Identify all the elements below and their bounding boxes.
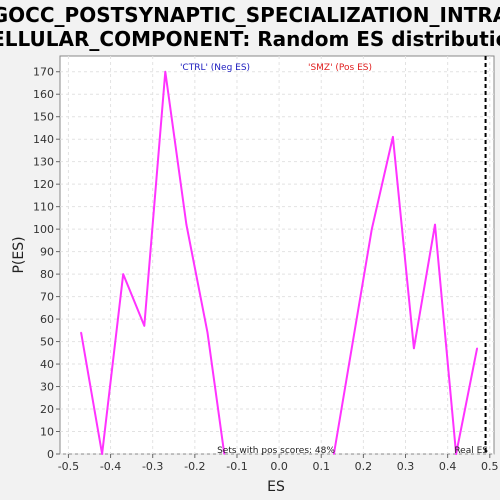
grid [60, 56, 494, 455]
data-point [101, 453, 103, 455]
es-distribution-line [80, 70, 226, 455]
x-tick-label: 0.4 [439, 460, 457, 473]
data-point [223, 453, 226, 455]
data-point [455, 453, 457, 455]
x-tick-label: -0.4 [100, 460, 121, 473]
neg-es-label: 'CTRL' (Neg ES) [180, 63, 250, 73]
pos-es-label: 'SMZ' (Pos ES) [308, 63, 372, 73]
data-point [392, 136, 394, 138]
y-tick-label: 110 [33, 201, 54, 214]
data-point [164, 70, 167, 73]
y-tick-label: 90 [40, 246, 54, 259]
y-tick-label: 150 [33, 111, 54, 124]
x-axis-ticks: -0.5 -0.4 -0.3 -0.2 -0.1 0.0 0.1 0.2 0.3 0.4 0.5 [58, 454, 499, 473]
data-point [476, 347, 478, 350]
y-tick-label: 50 [40, 336, 54, 349]
y-tick-label: 140 [33, 133, 54, 146]
real-es-label: Real ES [454, 446, 488, 456]
y-tick-label: 40 [40, 358, 54, 371]
y-tick-label: 120 [33, 178, 54, 191]
data-point [333, 453, 335, 455]
y-tick-label: 100 [33, 223, 54, 236]
pos-scores-label: Sets with pos scores: 48% [217, 446, 335, 456]
chart-title-line-1: GOCC_POSTSYNAPTIC_SPECIALIZATION_INTRA [0, 3, 500, 27]
y-tick-label: 130 [33, 156, 54, 169]
x-tick-label: -0.1 [226, 460, 247, 473]
data-point [122, 273, 125, 275]
chart-title-line-2: CELLULAR_COMPONENT: Random ES distributi… [0, 27, 500, 51]
y-axis-label: P(ES) [11, 236, 27, 273]
y-tick-label: 70 [40, 291, 54, 304]
x-tick-label: 0.2 [355, 460, 373, 473]
data-point [434, 223, 436, 226]
data-point [371, 228, 373, 230]
series-layer [80, 70, 479, 455]
y-tick-label: 0 [47, 448, 54, 461]
y-tick-label: 170 [33, 66, 54, 79]
y-tick-label: 60 [40, 313, 54, 326]
y-tick-label: 160 [33, 88, 54, 101]
x-tick-label: -0.5 [58, 460, 79, 473]
x-tick-label: 0.5 [481, 460, 499, 473]
y-tick-label: 10 [40, 426, 54, 439]
x-tick-label: -0.2 [184, 460, 205, 473]
data-point [185, 223, 188, 226]
x-tick-label: -0.3 [142, 460, 163, 473]
y-tick-label: 80 [40, 268, 54, 281]
data-point [80, 331, 82, 334]
plot-area [59, 55, 495, 455]
y-tick-label: 30 [40, 381, 54, 394]
data-point [143, 325, 146, 327]
data-point [206, 331, 209, 334]
y-tick-label: 20 [40, 403, 54, 416]
x-tick-label: 0.3 [397, 460, 415, 473]
x-axis-label: ES [267, 479, 285, 495]
data-point [413, 347, 415, 350]
x-tick-label: 0.1 [312, 460, 330, 473]
y-axis-ticks: 0 10 20 30 40 50 60 70 80 90 100 110 120 130 140 150 160… [33, 66, 60, 461]
x-tick-label: 0.0 [270, 460, 288, 473]
